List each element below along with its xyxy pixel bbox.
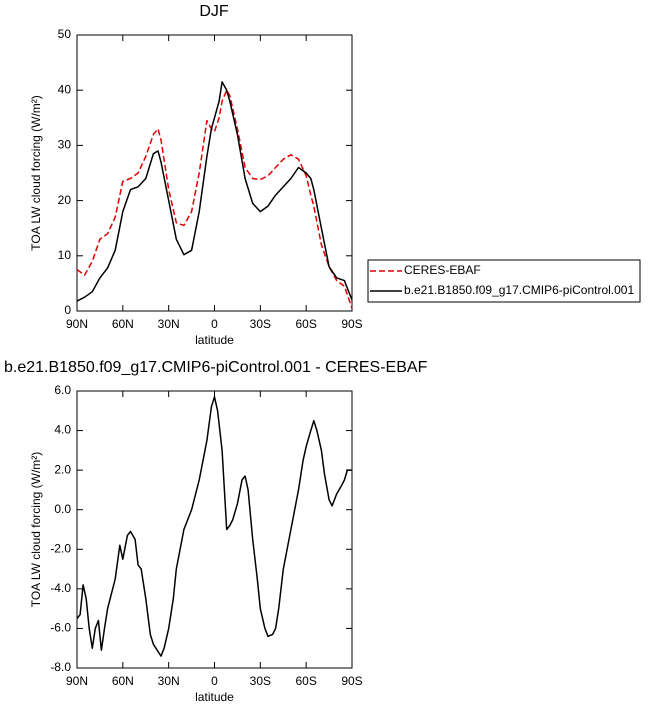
y-tick-label: 0.0 [54,502,71,516]
x-tick-label: 60S [295,674,316,688]
legend-label: CERES-EBAF [404,263,481,277]
x-tick-label: 0 [211,674,218,688]
y-tick-label: -6.0 [50,621,71,635]
x-tick-label: 90S [341,674,362,688]
x-tick-label: 30N [158,317,180,331]
legend-box [367,259,641,303]
y-axis-label: TOA LW cloud forcing (W/m²) [29,452,43,608]
y-tick-label: -4.0 [50,581,71,595]
legend-label: b.e21.B1850.f09_g17.CMIP6-piControl.001 [404,283,634,297]
chart-title: b.e21.B1850.f09_g17.CMIP6-piControl.001 … [4,359,428,376]
x-tick-label: 90N [66,674,88,688]
y-tick-label: 30 [58,138,72,152]
x-axis-label: latitude [195,690,234,704]
x-tick-label: 90N [66,317,88,331]
x-tick-label: 0 [211,317,218,331]
plot-frame [76,34,353,312]
data-line [76,81,353,302]
x-axis-label: latitude [195,333,234,347]
y-tick-label: 50 [58,27,72,41]
data-line [76,89,353,309]
y-tick-label: 6.0 [54,383,71,397]
x-tick-label: 90S [341,317,362,331]
x-tick-label: 60N [112,674,134,688]
x-tick-label: 30N [158,674,180,688]
y-tick-label: 20 [58,193,72,207]
x-tick-label: 60S [295,317,316,331]
y-tick-label: -2.0 [50,541,71,555]
y-tick-label: -8.0 [50,660,71,674]
y-axis-label: TOA LW cloud forcing (W/m²) [29,95,43,251]
x-tick-label: 30S [250,317,271,331]
data-line [76,396,352,657]
y-tick-label: 2.0 [54,462,71,476]
y-tick-label: 0 [64,303,71,317]
x-tick-label: 60N [112,317,134,331]
y-tick-label: 10 [58,248,72,262]
y-tick-label: 40 [58,82,72,96]
y-tick-label: 4.0 [54,423,71,437]
x-tick-label: 30S [250,674,271,688]
chart-title: DJF [199,3,229,20]
